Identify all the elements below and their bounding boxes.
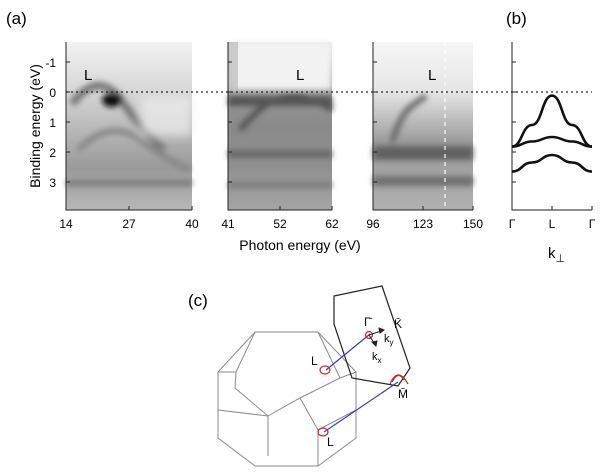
band-curve-3	[511, 153, 593, 173]
x-tick-label: 123	[413, 217, 433, 231]
y-tick-label: 3	[49, 176, 56, 190]
x-tick-label: 40	[185, 217, 199, 231]
x-tick-label: 150	[463, 217, 483, 231]
y-tick-label: 1	[49, 116, 56, 130]
panel-label-c: (c)	[188, 291, 208, 310]
x-tick-label: 96	[366, 217, 380, 231]
x-tick-label: 14	[59, 217, 73, 231]
arpes-image-1	[66, 42, 192, 210]
k-vector-arrows	[368, 327, 386, 348]
y-ticks: -1 0 1 2 3	[45, 56, 516, 190]
surface-brillouin-zone	[333, 285, 411, 387]
l-point-label-1: L	[84, 67, 92, 84]
l-point-label-3: L	[428, 67, 436, 84]
band-x-axis-label: k⊥	[548, 245, 565, 265]
band-curve-2	[511, 135, 593, 148]
m-bar-label: M̄	[398, 387, 408, 401]
y-tick-label: 2	[49, 146, 56, 160]
fermi-pockets	[317, 330, 409, 437]
band-x-tick-label: Γ	[589, 217, 596, 231]
x-axis-label: Photon energy (eV)	[239, 237, 360, 253]
brillouin-zone	[217, 331, 357, 467]
y-tick-label: -1	[45, 56, 56, 70]
panel-label-a: (a)	[6, 9, 27, 28]
x-ticks: 14 27 40 41 52 62 96 123 150	[59, 206, 483, 231]
x-tick-label: 62	[325, 217, 339, 231]
arpes-image-3	[373, 42, 473, 210]
ky-label: ky	[384, 333, 394, 347]
x-tick-label: 41	[221, 217, 235, 231]
projection-line-bottom	[323, 381, 399, 433]
l-label-top: L	[311, 354, 318, 368]
gamma-bar-label: Γ̄	[364, 315, 373, 329]
k-bar-label: K̄	[394, 317, 402, 331]
x-tick-label: 27	[122, 217, 136, 231]
l-point-label-2: L	[296, 67, 304, 84]
y-axis-label: Binding energy (eV)	[27, 64, 43, 188]
kx-label: kx	[372, 351, 382, 365]
projection-line-top	[325, 333, 371, 371]
x-tick-label: 52	[273, 217, 287, 231]
panel-label-b: (b)	[506, 9, 527, 28]
band-x-tick-label: L	[549, 217, 556, 231]
l-label-bottom: L	[327, 435, 334, 449]
band-x-tick-label: Γ	[509, 217, 516, 231]
arpes-image-2	[228, 42, 334, 210]
y-tick-label: 0	[49, 86, 56, 100]
band-curve-1	[511, 94, 593, 148]
